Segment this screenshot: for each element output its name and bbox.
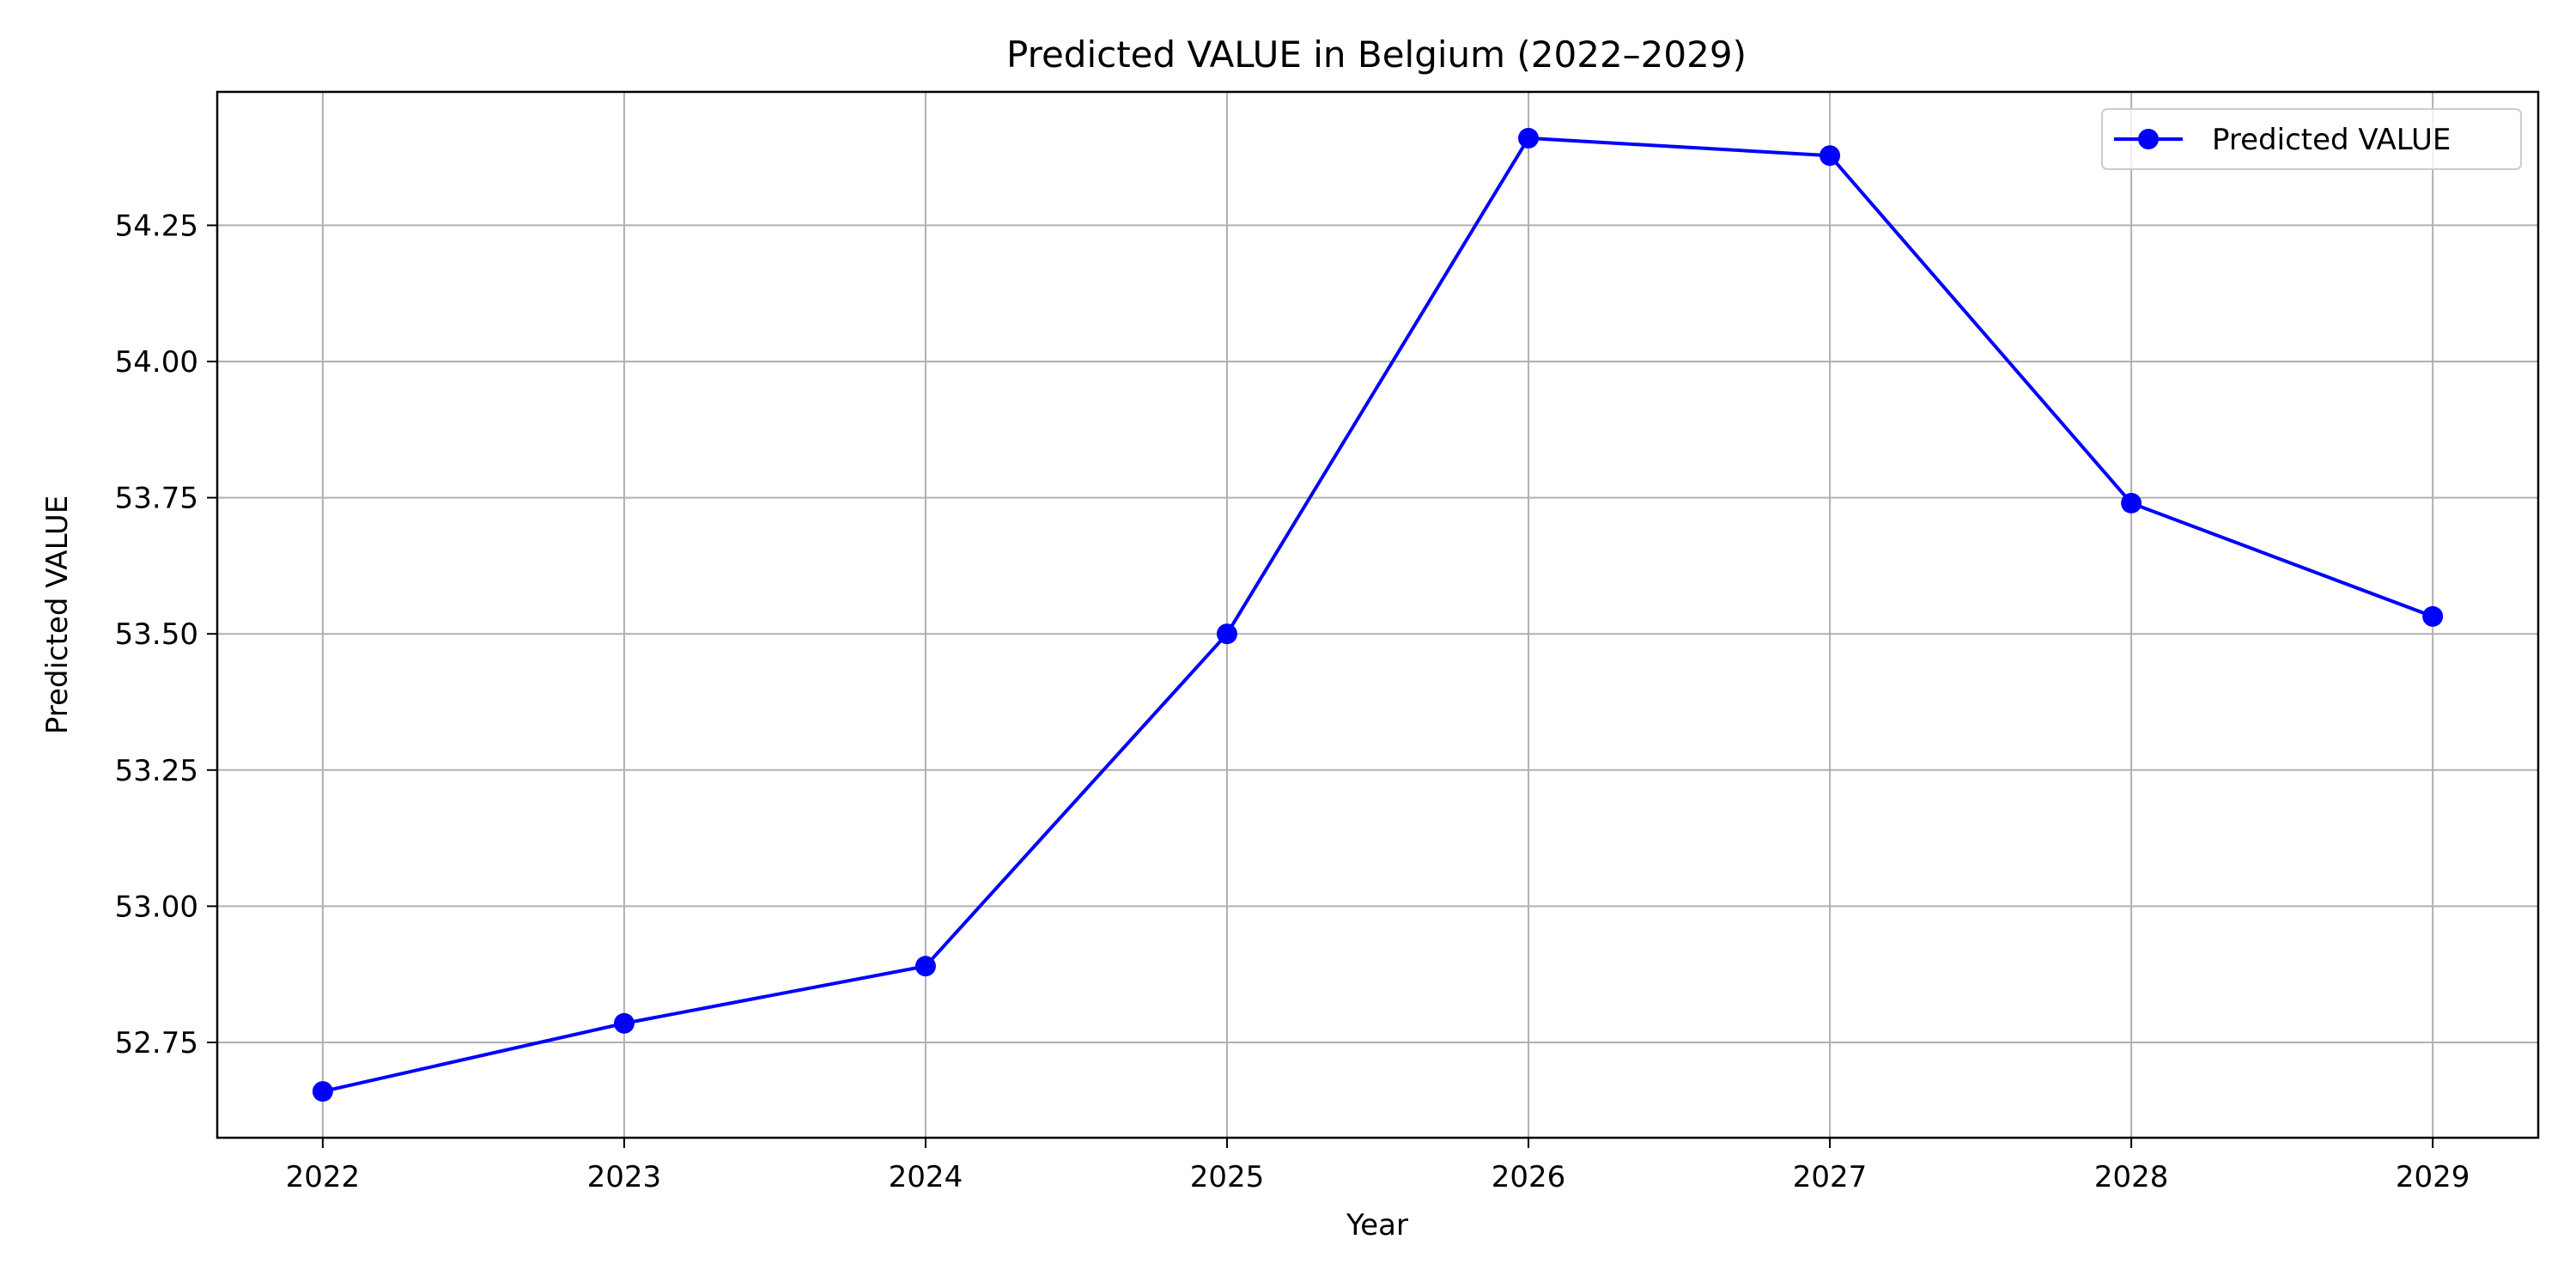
- series-line: [322, 136, 2433, 1094]
- x-axis: 2022 2023 2024 2025 2026 2027 2028 2029: [286, 1138, 2470, 1194]
- y-tick-label: 52.75: [115, 1026, 198, 1060]
- plot-frame: [216, 90, 2540, 1139]
- y-tick-label: 54.25: [115, 209, 198, 243]
- x-tick-label: 2026: [1492, 1160, 1566, 1194]
- data-point: [914, 956, 936, 977]
- y-tick-label: 53.75: [115, 482, 198, 516]
- data-point: [2422, 605, 2444, 627]
- y-axis: 52.75 53.00 53.25 53.50 53.75 54.00 54.25: [115, 209, 217, 1060]
- x-tick-label: 2023: [587, 1160, 662, 1194]
- x-tick-label: 2027: [1793, 1160, 1868, 1194]
- grid: [217, 92, 2538, 1138]
- x-tick-label: 2024: [889, 1160, 963, 1194]
- data-point: [1820, 145, 1841, 167]
- legend: Predicted VALUE: [2101, 108, 2522, 170]
- y-tick-label: 53.50: [115, 617, 198, 652]
- data-point: [312, 1081, 333, 1103]
- y-tick-label: 54.00: [115, 345, 198, 380]
- x-tick-label: 2022: [286, 1160, 361, 1194]
- x-tick-label: 2025: [1190, 1160, 1265, 1194]
- data-point: [1518, 127, 1540, 149]
- data-point: [613, 1012, 635, 1034]
- data-point: [2121, 492, 2142, 513]
- x-tick-label: 2028: [2094, 1160, 2169, 1194]
- chart-title: Predicted VALUE in Belgium (2022–2029): [1006, 33, 1747, 76]
- x-tick-label: 2029: [2396, 1160, 2470, 1194]
- legend-label: Predicted VALUE: [2212, 123, 2451, 157]
- x-axis-label: Year: [1346, 1208, 1408, 1242]
- legend-marker: [2138, 129, 2159, 149]
- data-series: [312, 127, 2444, 1103]
- y-axis-label: Predicted VALUE: [40, 495, 75, 734]
- data-point: [1216, 623, 1237, 645]
- y-tick-label: 53.00: [115, 890, 198, 924]
- legend-box: [2101, 108, 2522, 170]
- y-tick-label: 53.25: [115, 754, 198, 788]
